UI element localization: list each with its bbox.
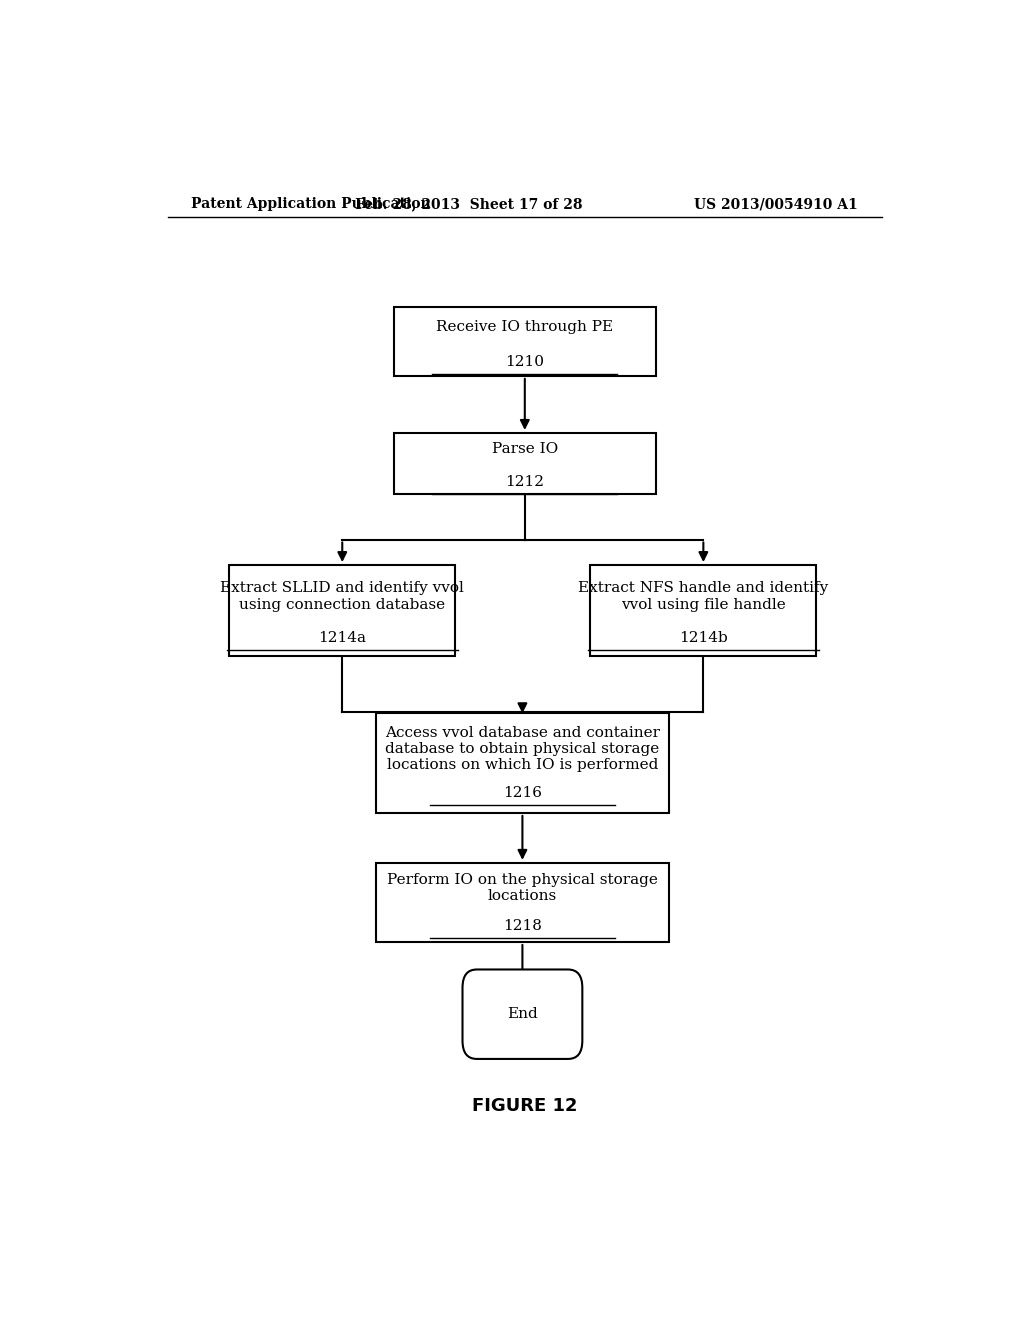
Text: 1212: 1212 <box>505 475 545 488</box>
Text: Extract SLLID and identify vvol
using connection database: Extract SLLID and identify vvol using co… <box>220 581 464 611</box>
Bar <box>229 565 456 656</box>
Text: 1216: 1216 <box>503 785 542 800</box>
Text: FIGURE 12: FIGURE 12 <box>472 1097 578 1114</box>
Text: 1210: 1210 <box>505 355 545 370</box>
Text: 1214b: 1214b <box>679 631 728 645</box>
Text: Feb. 28, 2013  Sheet 17 of 28: Feb. 28, 2013 Sheet 17 of 28 <box>355 197 583 211</box>
Bar <box>376 863 670 942</box>
Text: Access vvol database and container
database to obtain physical storage
locations: Access vvol database and container datab… <box>385 726 659 772</box>
Text: Extract NFS handle and identify
vvol using file handle: Extract NFS handle and identify vvol usi… <box>579 581 828 611</box>
Text: End: End <box>507 1007 538 1022</box>
Text: US 2013/0054910 A1: US 2013/0054910 A1 <box>694 197 858 211</box>
Text: Perform IO on the physical storage
locations: Perform IO on the physical storage locat… <box>387 873 657 903</box>
Text: 1218: 1218 <box>503 919 542 933</box>
Text: Patent Application Publication: Patent Application Publication <box>191 197 431 211</box>
Bar <box>394 433 655 494</box>
Text: 1214a: 1214a <box>318 631 367 645</box>
Bar <box>394 306 655 376</box>
Text: Parse IO: Parse IO <box>492 442 558 457</box>
Text: Receive IO through PE: Receive IO through PE <box>436 321 613 334</box>
Bar <box>590 565 816 656</box>
FancyBboxPatch shape <box>463 969 583 1059</box>
Bar <box>376 713 670 813</box>
